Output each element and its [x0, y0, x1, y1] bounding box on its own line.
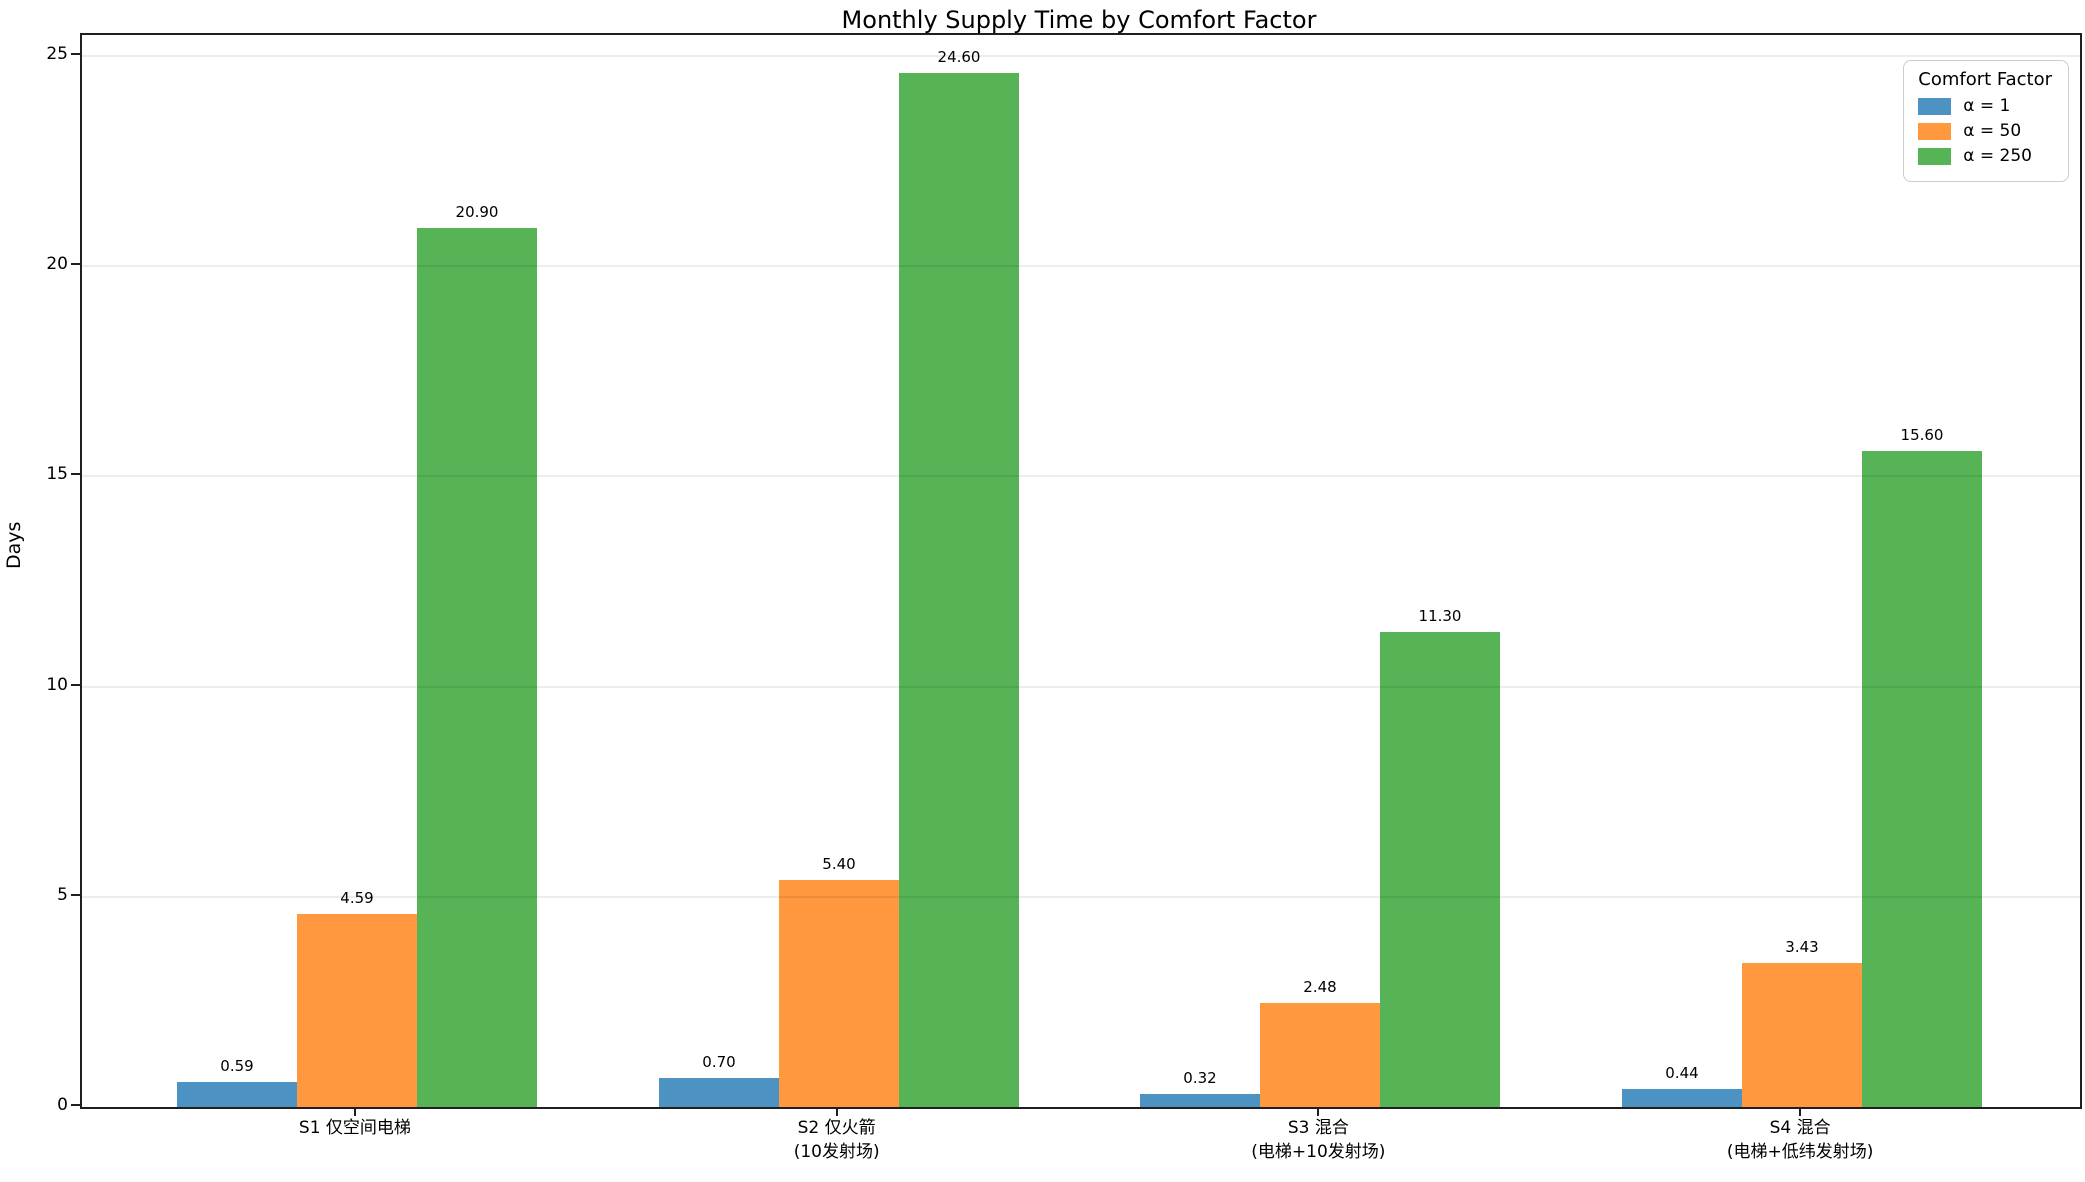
gridline-y-20 [82, 265, 2080, 268]
bar-α=50-cat3 [1742, 963, 1862, 1107]
y-tick-5 [71, 893, 80, 896]
gridline-y-15 [82, 475, 2080, 478]
legend-entry-alpha-50: α = 50 [1918, 121, 2052, 141]
bar-α=250-cat3 [1862, 451, 1982, 1107]
bar-value-label: 3.43 [1785, 938, 1819, 956]
gridline-y-10 [82, 685, 2080, 688]
y-tick-label-10: 10 [46, 674, 68, 695]
bar-α=250-cat0 [417, 228, 537, 1107]
x-tick-label-line: (10发射场) [793, 1142, 880, 1162]
y-tick-label-25: 25 [46, 44, 68, 65]
x-tick-label-line: S1 仅空间电梯 [298, 1118, 411, 1138]
y-tick-15 [71, 473, 80, 476]
x-tick-label-line: S4 混合 [1769, 1118, 1831, 1138]
bar-α=50-cat0 [297, 914, 417, 1107]
legend-entry-alpha-1: α = 1 [1918, 96, 2052, 116]
x-tick-2 [1317, 1107, 1320, 1116]
bar-value-label: 0.44 [1665, 1064, 1699, 1082]
bar-α=1-cat0 [177, 1082, 297, 1107]
legend-swatch-alpha-50 [1918, 122, 1952, 140]
bar-α=1-cat2 [1140, 1094, 1260, 1107]
bar-α=250-cat2 [1380, 632, 1500, 1107]
y-tick-20 [71, 263, 80, 266]
x-tick-label-0: S1 仅空间电梯 [299, 1116, 411, 1140]
bar-value-label: 24.60 [937, 48, 981, 66]
legend-label-alpha-250: α = 250 [1963, 146, 2032, 166]
x-tick-label-line: S2 仅火箭 [797, 1118, 876, 1138]
bar-value-label: 0.59 [220, 1057, 254, 1075]
y-axis-title: Days [3, 521, 25, 569]
y-tick-label-5: 5 [57, 884, 68, 905]
y-tick-label-20: 20 [46, 254, 68, 275]
plot-area: 0.59 4.59 20.90 0.70 5.40 24.60 0.32 2.48 11.30 0… [80, 33, 2082, 1109]
plot-canvas: 0.59 4.59 20.90 0.70 5.40 24.60 0.32 2.48 11.30 0… [82, 35, 2080, 1107]
bar-α=1-cat1 [659, 1078, 779, 1107]
y-tick-10 [71, 683, 80, 686]
x-tick-label-2: S3 混合 (电梯+10发射场) [1251, 1116, 1385, 1164]
x-tick-label-line: (电梯+10发射场) [1251, 1142, 1386, 1162]
bar-α=1-cat3 [1622, 1089, 1742, 1107]
bar-α=50-cat2 [1260, 1003, 1380, 1107]
y-tick-0 [71, 1104, 80, 1106]
y-tick-25 [71, 53, 80, 56]
x-tick-label-1: S2 仅火箭 (10发射场) [794, 1116, 880, 1164]
x-tick-label-line: (电梯+低纬发射场) [1726, 1142, 1874, 1162]
y-tick-label-15: 15 [46, 464, 68, 485]
x-tick-label-line: S3 混合 [1287, 1118, 1349, 1138]
bar-α=50-cat1 [779, 880, 899, 1107]
legend-label-alpha-50: α = 50 [1963, 121, 2022, 141]
bar-α=250-cat1 [899, 73, 1019, 1107]
bar-value-label: 11.30 [1418, 607, 1462, 625]
bar-value-label: 2.48 [1303, 978, 1337, 996]
legend: Comfort Factor α = 1 α = 50 α = 250 [1903, 60, 2069, 182]
x-tick-0 [353, 1107, 356, 1116]
gridline-y-5 [82, 895, 2080, 898]
legend-title: Comfort Factor [1918, 69, 2052, 90]
bar-value-label: 0.32 [1183, 1069, 1217, 1087]
y-tick-label-0: 0 [57, 1095, 68, 1115]
x-tick-1 [835, 1107, 838, 1116]
bar-value-label: 0.70 [702, 1053, 736, 1071]
legend-swatch-alpha-1 [1918, 97, 1952, 115]
bar-value-label: 5.40 [822, 855, 856, 873]
legend-entry-alpha-250: α = 250 [1918, 146, 2052, 166]
chart-title: Monthly Supply Time by Comfort Factor [841, 6, 1317, 34]
legend-swatch-alpha-250 [1918, 147, 1952, 165]
legend-label-alpha-1: α = 1 [1963, 96, 2011, 116]
gridline-y-25 [82, 55, 2080, 58]
x-tick-3 [1799, 1107, 1802, 1116]
x-tick-label-3: S4 混合 (电梯+低纬发射场) [1727, 1116, 1874, 1164]
bar-value-label: 4.59 [340, 889, 374, 907]
bar-value-label: 20.90 [455, 203, 499, 221]
bar-value-label: 15.60 [1900, 426, 1944, 444]
